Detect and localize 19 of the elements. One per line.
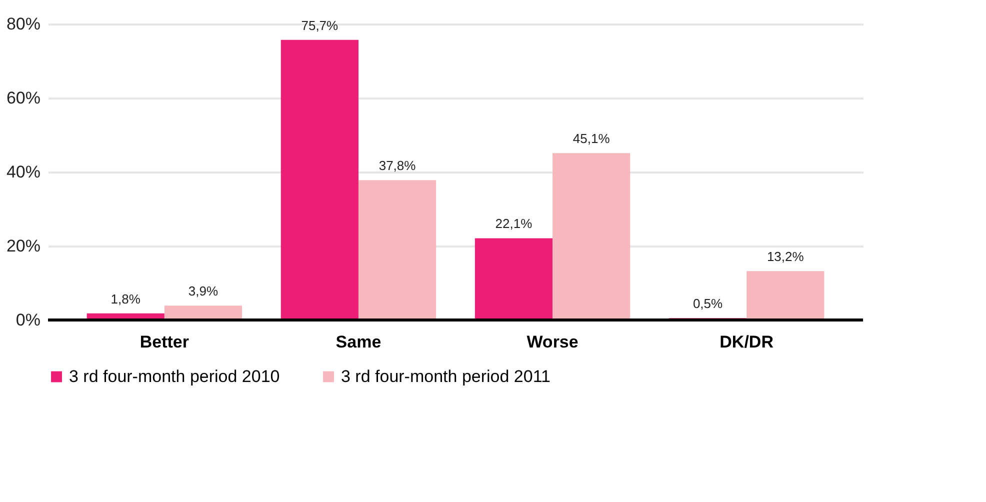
data-label: 13,2% [766,249,804,264]
y-tick-label: 0% [16,310,40,330]
y-tick-label: 80% [6,14,40,34]
data-label: 1,8% [110,291,141,306]
y-tick-label: 40% [6,162,40,182]
data-label: 22,1% [495,216,533,232]
x-tick-label: Better [140,332,190,352]
legend-label: 3 rd four-month period 2010 [69,366,280,386]
y-tick-label: 20% [6,236,40,256]
data-label: 75,7% [301,18,339,33]
x-tick-label: Worse [526,332,578,352]
y-tick-label: 60% [6,88,40,108]
x-tick-label: DK/DR [720,332,774,352]
data-label: 45,1% [572,131,610,146]
data-label: 37,8% [378,158,416,174]
data-label: 3,9% [188,284,218,299]
legend-label: 3 rd four-month period 2011 [341,366,550,386]
x-tick-label: Same [336,332,382,352]
data-label: 0,5% [692,296,724,312]
